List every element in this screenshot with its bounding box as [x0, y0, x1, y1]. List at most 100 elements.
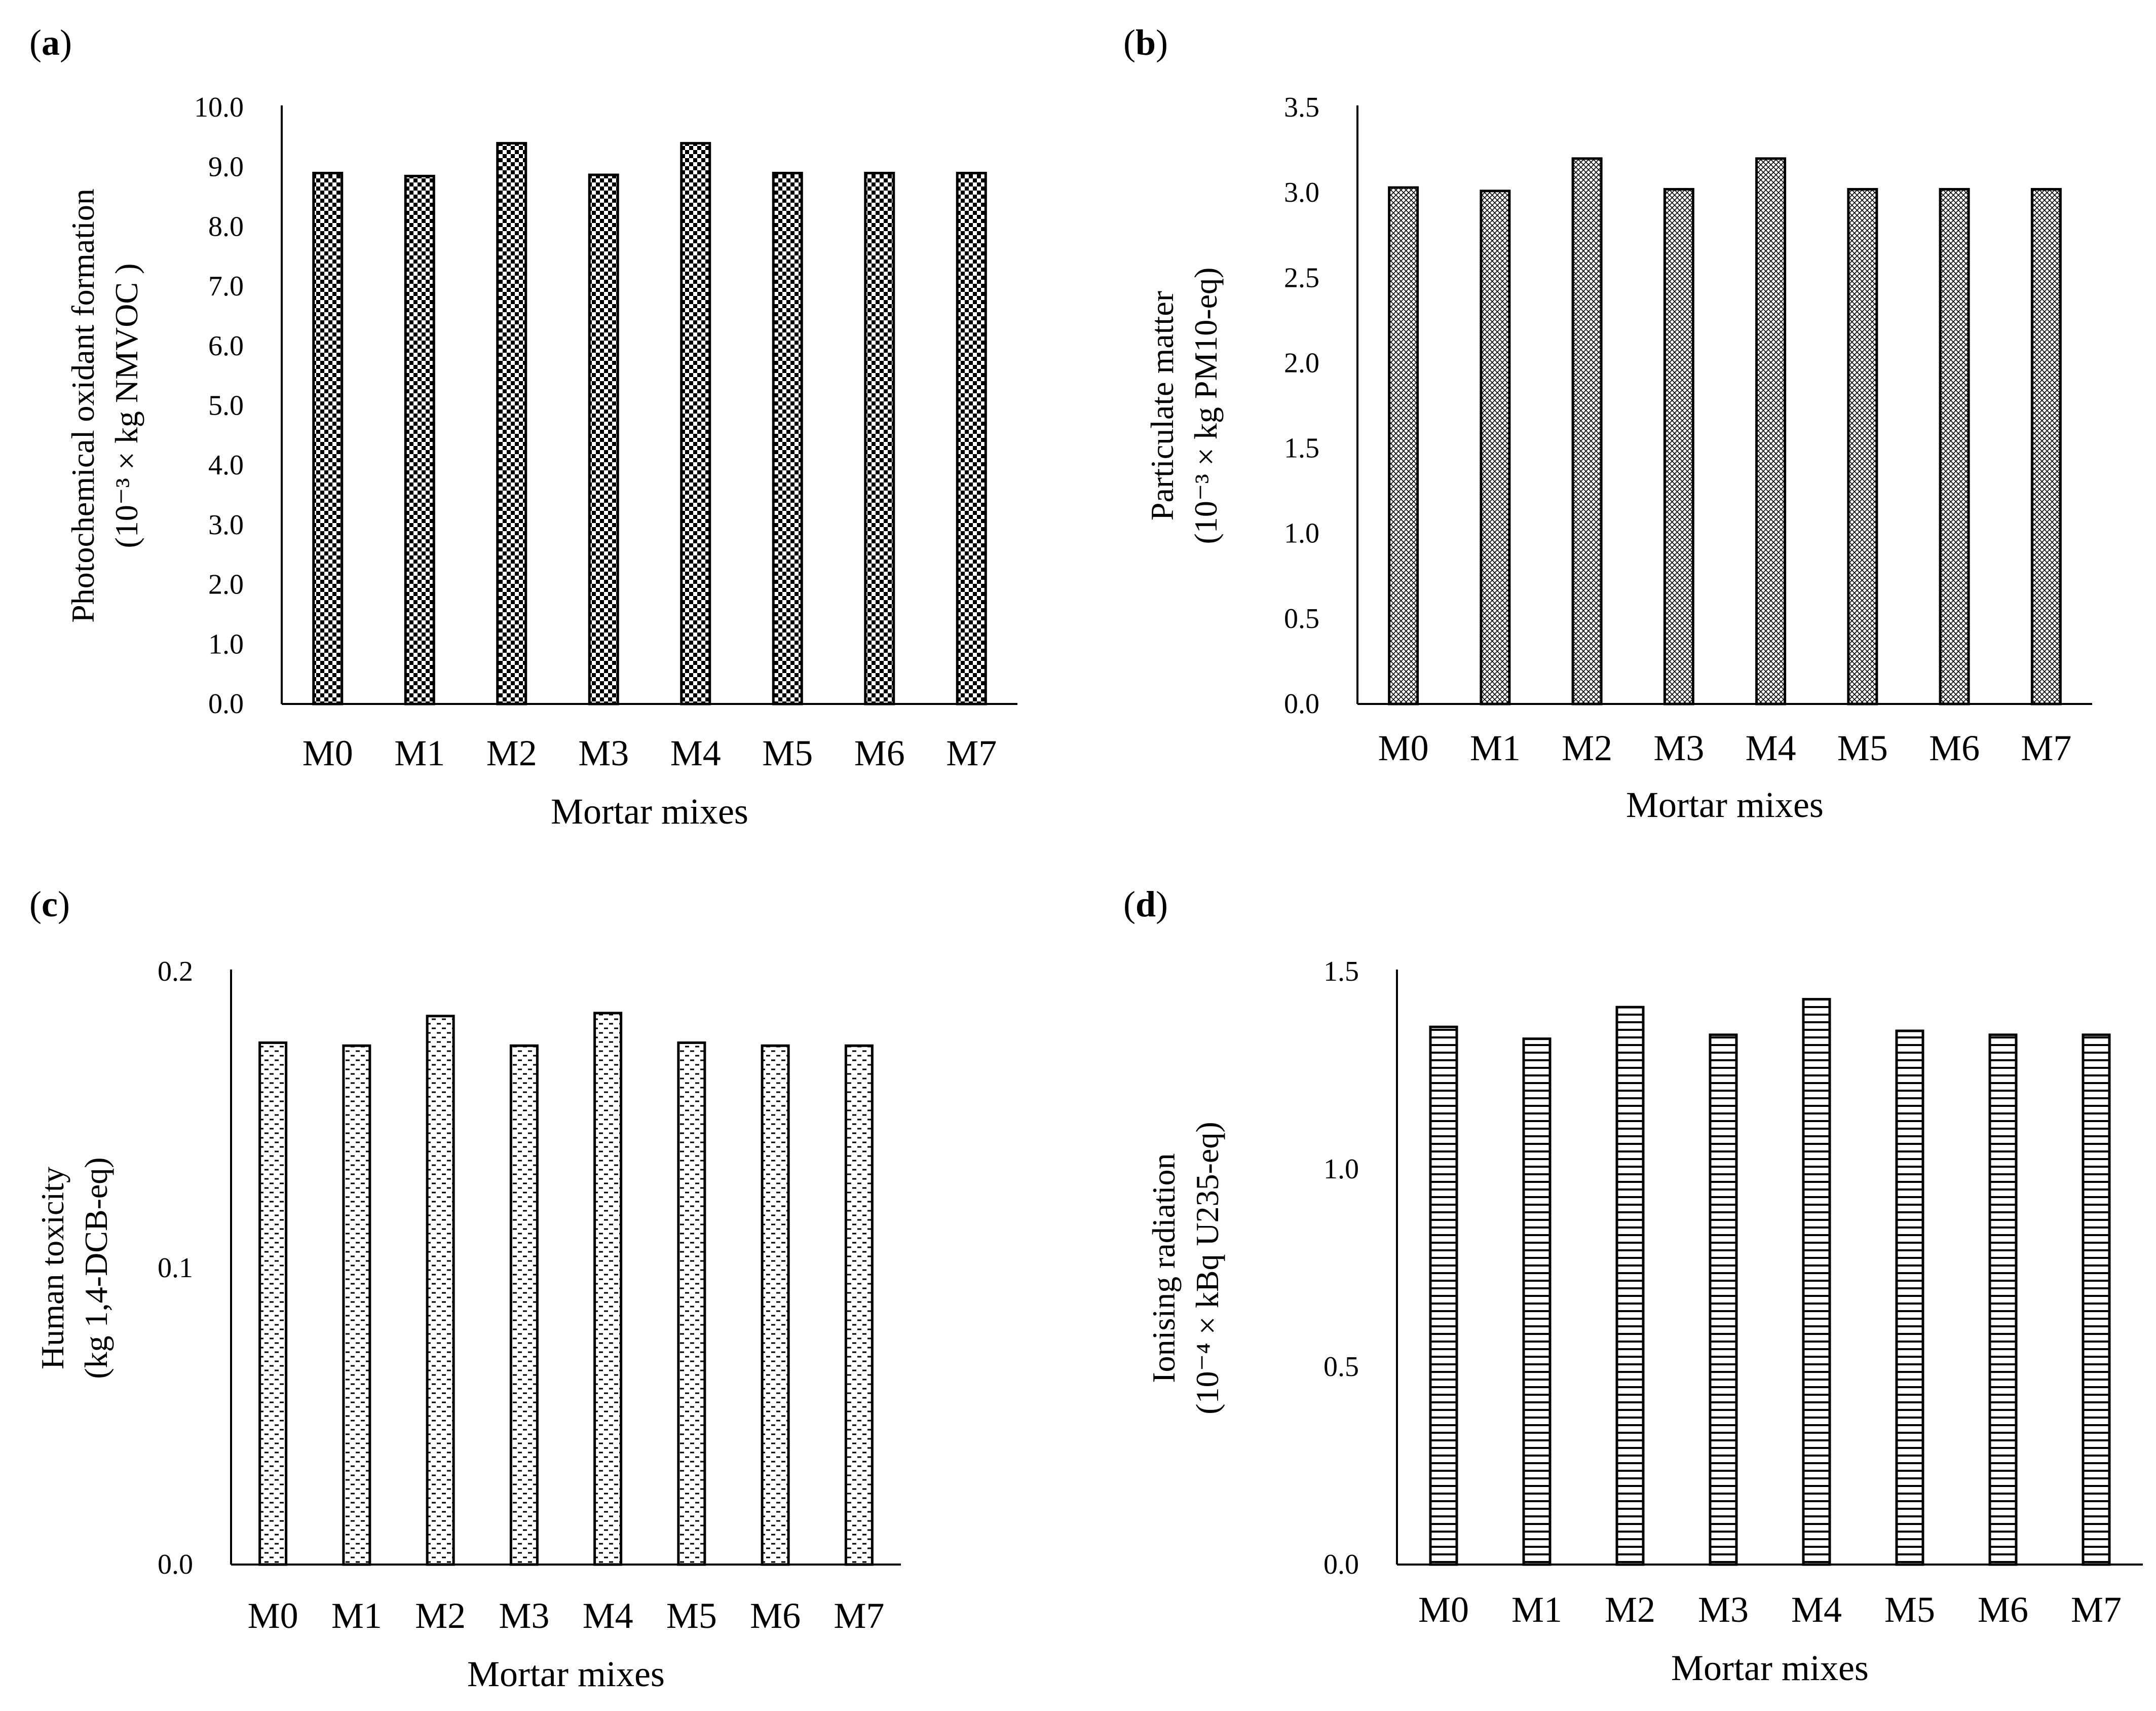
bar-m3	[588, 173, 619, 705]
y-tick-label: 4.0	[208, 450, 244, 481]
y-axis-title-line: (10⁻³ × kg NMVOC )	[108, 264, 144, 548]
x-category-label: M7	[2021, 728, 2071, 768]
y-tick-label: 5.0	[208, 390, 244, 422]
y-tick-label: 1.0	[1284, 518, 1319, 549]
x-category-label: M3	[499, 1595, 549, 1636]
x-category-label: M4	[1746, 728, 1796, 768]
x-category-label: M4	[670, 733, 721, 773]
y-tick-label: 0.0	[208, 688, 244, 720]
bar-m5	[1847, 188, 1878, 705]
y-tick-label: 1.0	[208, 628, 244, 660]
x-axis-title: Mortar mixes	[1671, 1648, 1869, 1688]
x-category-label: M2	[1562, 728, 1612, 768]
x-category-label: M7	[946, 733, 997, 773]
x-category-label: M3	[1653, 728, 1704, 768]
y-tick-label: 0.0	[1284, 688, 1319, 720]
chart-panel-c: (c) 0.0 0.1 0.2 M0 M1 M2 M3 M4 M5 M6 M7 Mortar mixes…	[29, 884, 901, 1694]
y-tick-label: 3.0	[208, 509, 244, 541]
bar-m6	[1988, 1033, 2018, 1566]
x-category-label: M0	[302, 733, 353, 773]
x-category-label: M1	[394, 733, 445, 773]
y-tick-label: 0.5	[1284, 603, 1319, 635]
y-tick-label: 2.5	[1284, 262, 1319, 293]
bar-m2	[1571, 157, 1603, 705]
chart-panel-b: (b) 0.0 0.5 1.0 1.5 2.0 2.5 3.0 3.5 M0 M1 M2 M3 M4 M5 M…	[1123, 22, 2092, 825]
panel-label-b: (b)	[1123, 22, 1168, 63]
y-tick-label: 8.0	[208, 211, 244, 242]
bar-m1	[1480, 190, 1511, 705]
x-category-label: M0	[1418, 1589, 1469, 1630]
bar-m5	[772, 171, 803, 705]
x-category-label: M6	[854, 733, 905, 773]
x-category-label: M7	[834, 1595, 884, 1636]
bar-m3	[1709, 1033, 1738, 1566]
y-tick-label: 9.0	[208, 152, 244, 183]
bar-m6	[864, 171, 895, 705]
x-axis-title: Mortar mixes	[551, 791, 748, 832]
x-category-label: M2	[486, 733, 537, 773]
bar-m6	[1939, 188, 1970, 705]
y-tick-label: 0.1	[158, 1252, 193, 1284]
bar-m4	[1802, 998, 1831, 1566]
y-tick-label: 3.0	[1284, 177, 1319, 208]
x-category-label: M7	[2071, 1589, 2122, 1630]
y-axis-title-line: Photochemical oxidant formation	[65, 189, 101, 623]
x-category-label: M1	[1511, 1589, 1562, 1630]
x-category-label: M5	[666, 1595, 717, 1636]
bar-m4	[680, 142, 711, 705]
bar-m4	[1755, 157, 1787, 705]
y-axis-title-line: Ionising radiation	[1146, 1153, 1182, 1383]
x-category-label: M1	[1470, 728, 1521, 768]
panel-label-c: (c)	[29, 884, 70, 924]
x-axis-title: Mortar mixes	[467, 1654, 665, 1694]
bar-m2	[1615, 1006, 1645, 1566]
bar-m0	[1429, 1025, 1458, 1566]
bar-m2	[496, 142, 527, 705]
y-tick-label: 7.0	[208, 271, 244, 302]
x-category-label: M6	[1929, 728, 1980, 768]
bar-m6	[761, 1044, 790, 1566]
y-tick-label: 0.2	[158, 956, 193, 987]
y-tick-label: 2.0	[1284, 347, 1319, 379]
y-tick-label: 6.0	[208, 330, 244, 362]
x-category-label: M4	[583, 1595, 633, 1636]
bar-m0	[258, 1041, 288, 1566]
x-category-label: M5	[1837, 728, 1888, 768]
bar-m5	[1895, 1029, 1924, 1566]
x-category-label: M6	[750, 1595, 801, 1636]
x-category-label: M3	[1698, 1589, 1749, 1630]
x-category-label: M3	[578, 733, 629, 773]
panel-label-d: (d)	[1123, 884, 1168, 924]
chart-panel-d: (d) 0.0 0.5 1.0 1.5 M0 M1 M2 M3 M4 M5 M6 M7 Mortar mi…	[1123, 884, 2143, 1688]
chart-panel-a: (a) 0.0 1.0 2.0 3.0 4.0 5.0 6.0 7.0 8.0 9.0 10.0 M0 M…	[29, 22, 1017, 832]
x-category-label: M5	[762, 733, 813, 773]
y-tick-label: 10.0	[194, 92, 244, 123]
x-category-label: M2	[415, 1595, 466, 1636]
x-category-label: M0	[1378, 728, 1429, 768]
y-tick-label: 2.0	[208, 569, 244, 601]
x-category-label: M1	[331, 1595, 382, 1636]
bar-m7	[2030, 188, 2062, 705]
y-axis-title-line: (10⁻⁴ × kBq U235-eq)	[1189, 1122, 1225, 1414]
bar-m4	[593, 1012, 623, 1566]
y-tick-label: 0.0	[1323, 1549, 1359, 1580]
x-category-label: M0	[248, 1595, 298, 1636]
y-tick-label: 1.5	[1323, 956, 1359, 987]
y-axis-title-line: Particulate matter	[1144, 291, 1180, 520]
bar-m2	[426, 1015, 455, 1566]
x-category-label: M5	[1884, 1589, 1935, 1630]
bar-m3	[1663, 188, 1694, 705]
panel-label-a: (a)	[29, 22, 72, 63]
x-category-label: M4	[1791, 1589, 1842, 1630]
bar-m7	[2082, 1033, 2111, 1566]
bar-m1	[404, 174, 435, 705]
y-tick-label: 0.0	[158, 1549, 193, 1580]
y-tick-label: 0.5	[1323, 1351, 1359, 1383]
bar-m7	[956, 171, 987, 705]
bar-m0	[312, 171, 344, 705]
bar-m0	[1388, 186, 1419, 705]
y-tick-label: 1.5	[1284, 433, 1319, 464]
bar-m3	[509, 1044, 539, 1566]
